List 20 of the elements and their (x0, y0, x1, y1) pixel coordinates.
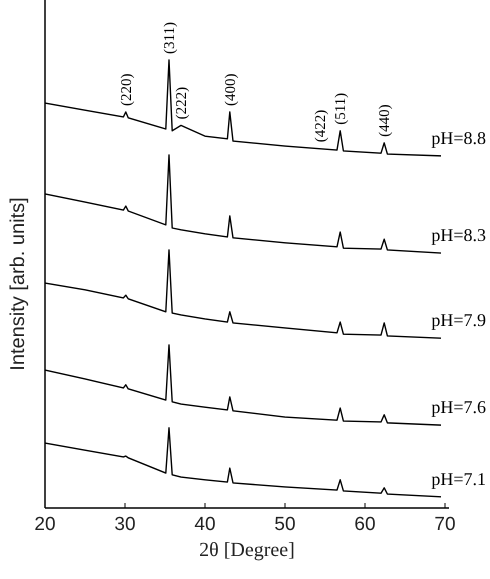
x-axis-title: 2θ [Degree] (199, 539, 295, 561)
x-tick-label: 30 (114, 514, 136, 535)
x-tick-label: 50 (274, 514, 296, 535)
series-label: pH=7.1 (431, 468, 486, 489)
series-label: pH=7.6 (431, 397, 486, 418)
annotation: (400) (222, 73, 239, 106)
annotation: (222) (174, 86, 190, 120)
y-axis-title: Intensity [arb. units] (7, 197, 29, 371)
series-label: pH=7.9 (431, 310, 486, 330)
annotation: (220) (118, 73, 135, 106)
annotation: (440) (377, 104, 394, 137)
x-tick-label: 70 (434, 514, 456, 535)
annotation: (422) (313, 110, 330, 142)
annotation: (511) (333, 92, 350, 125)
x-tick-label: 60 (354, 514, 376, 535)
series-label: pH=8.8 (431, 128, 486, 148)
series-label: pH=8.3 (431, 225, 486, 246)
x-tick-label: 20 (34, 514, 56, 535)
x-tick-label: 40 (194, 514, 216, 535)
annotation: (311) (162, 22, 178, 54)
